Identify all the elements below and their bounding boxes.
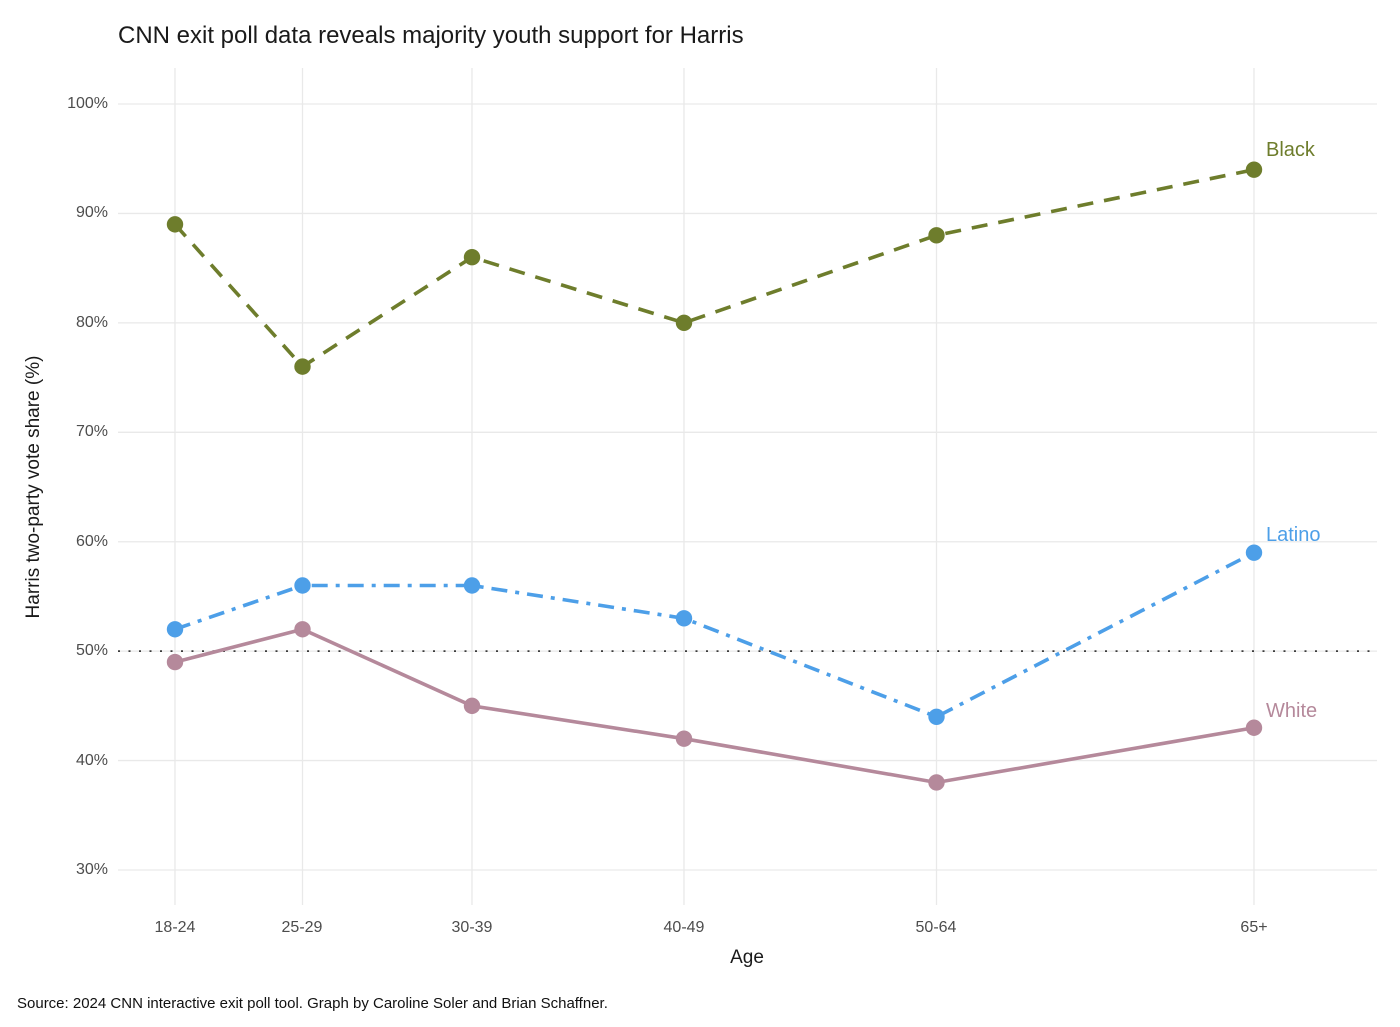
y-tick-label: 50%: [75, 642, 108, 659]
x-tick-label: 50-64: [915, 919, 957, 936]
series-label-white: White: [1266, 700, 1318, 722]
y-tick-label: 60%: [75, 533, 108, 550]
source-note: Source: 2024 CNN interactive exit poll t…: [17, 995, 608, 1012]
y-tick-label: 80%: [75, 314, 108, 331]
series-label-black: Black: [1266, 139, 1315, 161]
y-tick-label: 30%: [75, 861, 108, 878]
y-tick-label: 70%: [75, 423, 108, 440]
x-tick-label: 40-49: [663, 919, 705, 936]
x-tick-label: 30-39: [451, 919, 493, 936]
y-tick-label: 100%: [67, 95, 108, 112]
y-axis-title: Harris two-party vote share (%): [23, 355, 44, 619]
x-tick-label: 18-24: [154, 919, 196, 936]
chart-title: CNN exit poll data reveals majority yout…: [118, 22, 744, 49]
x-tick-label: 25-29: [281, 919, 323, 936]
x-axis-title: Age: [730, 947, 764, 968]
series-label-latino: Latino: [1266, 524, 1321, 546]
y-tick-label: 40%: [75, 752, 108, 769]
x-tick-label: 65+: [1240, 919, 1268, 936]
y-tick-label: 90%: [75, 204, 108, 221]
